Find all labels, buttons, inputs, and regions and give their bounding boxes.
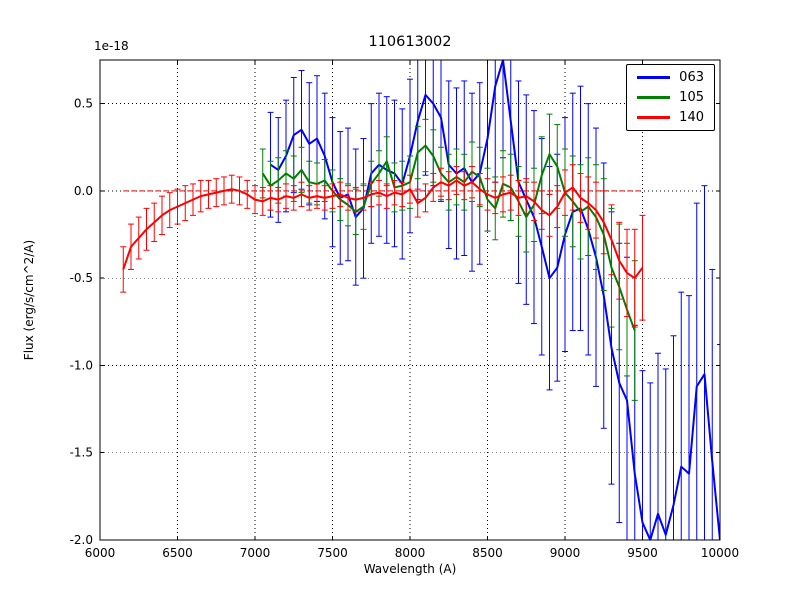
y-axis-label: Flux (erg/s/cm^2/A): [22, 239, 36, 361]
legend-line-green: [637, 96, 671, 99]
legend-entry-063: 063: [637, 70, 704, 85]
svg-text:-1.5: -1.5: [70, 446, 93, 460]
svg-text:9000: 9000: [550, 546, 581, 560]
legend-entry-140: 140: [637, 110, 704, 125]
svg-text:8000: 8000: [395, 546, 426, 560]
legend-line-blue: [637, 76, 671, 79]
legend-label: 140: [679, 110, 704, 125]
svg-text:6000: 6000: [85, 546, 116, 560]
y-axis-offset-label: 1e-18: [94, 39, 129, 53]
legend-entry-105: 105: [637, 90, 704, 105]
svg-text:7000: 7000: [240, 546, 271, 560]
svg-text:-1.0: -1.0: [70, 358, 93, 372]
svg-text:-2.0: -2.0: [70, 533, 93, 547]
svg-text:9500: 9500: [627, 546, 658, 560]
chart-title: 110613002: [368, 34, 452, 50]
svg-text:-0.5: -0.5: [70, 271, 93, 285]
x-axis-label: Wavelength (A): [363, 562, 457, 576]
svg-text:8500: 8500: [472, 546, 503, 560]
legend-line-red: [637, 116, 671, 119]
legend-label: 063: [679, 70, 704, 85]
legend-label: 105: [679, 90, 704, 105]
svg-text:0.0: 0.0: [74, 184, 93, 198]
svg-text:0.5: 0.5: [74, 97, 93, 111]
legend: 063 105 140: [626, 64, 715, 131]
svg-text:7500: 7500: [317, 546, 348, 560]
svg-text:10000: 10000: [701, 546, 739, 560]
svg-text:6500: 6500: [162, 546, 193, 560]
